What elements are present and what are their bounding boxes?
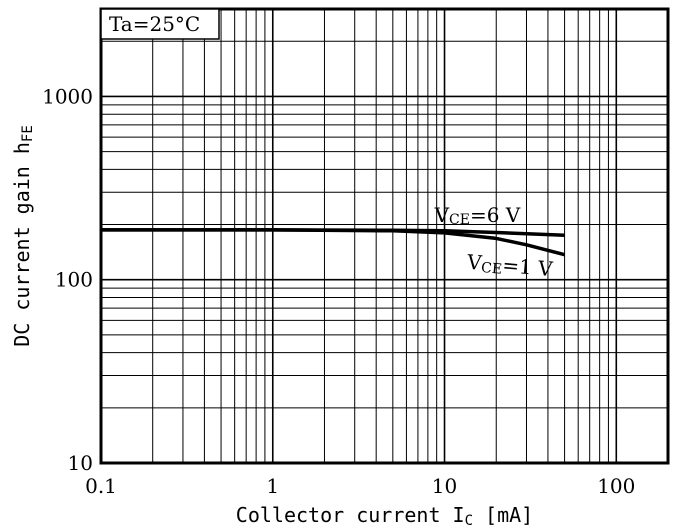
x-axis-label: Collector current IC [mA] bbox=[236, 503, 533, 528]
y-tick-label: 100 bbox=[55, 268, 93, 292]
series-label-value: =1 V bbox=[501, 253, 554, 281]
x-tick-label: 100 bbox=[597, 474, 635, 498]
curves bbox=[101, 228, 566, 257]
tick-labels: 0.1 1 10 100 10 100 1000 bbox=[42, 84, 635, 498]
x-axis-label-unit: [mA] bbox=[473, 503, 533, 527]
y-tick-label: 10 bbox=[68, 451, 93, 475]
series-label-vce-1v: VCE=1 V bbox=[465, 250, 554, 283]
x-axis-label-sub: C bbox=[465, 513, 473, 528]
series-line-2 bbox=[101, 228, 566, 257]
y-axis-label: DC current gain hFE bbox=[10, 125, 36, 347]
series-label-main: V bbox=[465, 250, 483, 275]
x-tick-label: 1 bbox=[266, 474, 279, 498]
grid bbox=[101, 9, 668, 463]
y-tick-label: 1000 bbox=[42, 84, 93, 108]
series-label-vce-6v: VCE=6 V bbox=[434, 203, 521, 228]
series-label-value: =6 V bbox=[470, 203, 521, 227]
series-label-sub: CE bbox=[480, 260, 502, 278]
y-axis-label-main: DC current gain h bbox=[10, 142, 34, 347]
plot-frame bbox=[99, 7, 670, 465]
x-tick-label: 10 bbox=[432, 474, 457, 498]
condition-label: Ta=25°C bbox=[109, 12, 200, 36]
condition-box bbox=[100, 8, 220, 40]
x-tick-label: 0.1 bbox=[85, 474, 117, 498]
series-label-main: V bbox=[434, 203, 450, 227]
series-label-sub: CE bbox=[449, 212, 470, 228]
x-axis-label-main: Collector current I bbox=[236, 503, 465, 527]
y-axis-label-sub: FE bbox=[20, 125, 36, 142]
